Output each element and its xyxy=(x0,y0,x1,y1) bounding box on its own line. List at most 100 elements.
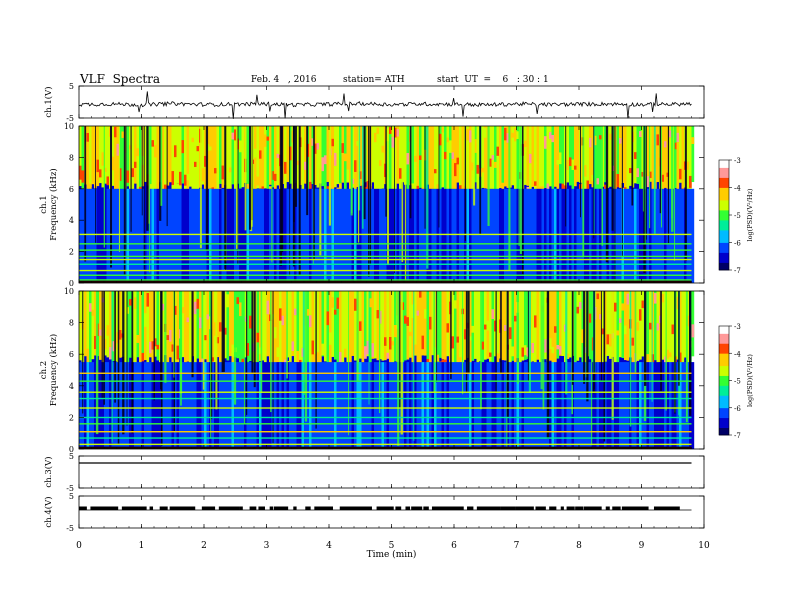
spectrogram-column-low xyxy=(264,362,267,449)
spectrogram-column-low xyxy=(349,188,352,283)
sferic-streak xyxy=(292,126,295,267)
sferic-streak xyxy=(146,126,149,231)
colorbar-tick-label: -7 xyxy=(734,432,741,440)
spectrogram-column-high xyxy=(391,291,395,367)
ch4-waveform-burst xyxy=(381,506,390,510)
x-tick-label: 10 xyxy=(698,541,710,551)
spectrogram-column-low xyxy=(514,362,517,449)
spectrogram-patch xyxy=(471,162,475,171)
spectrogram-column-high xyxy=(191,126,195,195)
spectrogram-patch xyxy=(81,170,85,183)
spectrogram-column-high xyxy=(131,126,135,192)
spectrogram-column-low xyxy=(99,362,102,449)
ch4-waveform-burst xyxy=(94,506,103,510)
spectrogram-column-low xyxy=(689,188,692,283)
spectrogram-column-high xyxy=(586,126,590,183)
colorbar-segment xyxy=(719,405,729,409)
sferic-streak xyxy=(210,291,212,439)
spectrogram-column-high xyxy=(536,291,540,360)
spectrogram-patch xyxy=(359,321,362,331)
spectrogram-column-high xyxy=(496,291,500,367)
spectrogram-column-low xyxy=(521,362,525,449)
spectrogram-column-low xyxy=(229,362,232,449)
spectrogram-patch xyxy=(86,348,90,363)
spectrogram-patch xyxy=(376,127,380,134)
sferic-streak xyxy=(369,126,372,266)
spectrogram-patch xyxy=(569,295,572,309)
sferic-streak xyxy=(659,126,662,214)
spectrogram-column-high xyxy=(136,291,140,358)
spectrogram-column-low xyxy=(434,188,437,283)
ch4-waveform-burst xyxy=(635,506,643,510)
sferic-streak xyxy=(404,126,407,281)
spectrogram-column-low xyxy=(241,188,245,283)
spectrogram-column-high xyxy=(686,126,690,192)
tonal-line xyxy=(79,269,692,272)
spectrogram-column-low xyxy=(256,188,260,283)
spectrogram-column-low xyxy=(686,188,690,283)
spectrogram-patch xyxy=(454,163,457,177)
spectrogram-patch xyxy=(104,167,107,172)
sferic-streak xyxy=(621,126,623,258)
spectrogram-column-low xyxy=(314,188,317,283)
spectrogram-patch xyxy=(224,327,227,335)
spectrogram-patch xyxy=(211,357,215,362)
spectrogram-patch xyxy=(444,151,447,160)
spectrogram-column-high xyxy=(264,126,267,189)
colorbar-tick-label: -4 xyxy=(734,350,741,358)
spectrogram-column-high xyxy=(89,126,92,187)
spectrogram-column-low xyxy=(471,188,475,283)
header-title: VLF Spectra xyxy=(80,72,161,86)
spectrogram-column-high xyxy=(626,126,630,196)
spectrogram-column-high xyxy=(456,291,460,363)
ch4-waveform-burst xyxy=(319,506,332,510)
spectrogram-patch xyxy=(619,318,622,323)
spectrogram-patch xyxy=(579,302,582,309)
spectrogram-column-high xyxy=(566,291,570,358)
spectrogram-patch xyxy=(341,330,345,339)
spectrogram-column-high xyxy=(139,291,142,369)
spectrogram-column-low xyxy=(331,188,335,283)
spectrogram-column-low xyxy=(564,188,567,283)
colorbar-segment xyxy=(719,262,729,266)
spectrogram-patch xyxy=(666,349,670,359)
spectrogram-column-low xyxy=(604,188,607,283)
spectrogram-patch xyxy=(539,357,542,367)
ch4-waveform-burst xyxy=(641,506,649,510)
spectrogram-column-low xyxy=(249,188,252,283)
spectrogram-column-low xyxy=(259,188,262,283)
spectrogram-column-high xyxy=(651,291,655,359)
spectrogram-column-high xyxy=(556,291,560,359)
spectrogram-patch xyxy=(389,336,392,350)
spectrogram-column-high xyxy=(99,126,102,184)
spectrogram-column-high xyxy=(569,126,572,186)
spectrogram-patch xyxy=(311,340,315,355)
spectrogram-column-high xyxy=(146,291,150,367)
spectrogram-patch xyxy=(121,131,125,138)
spectrogram-column-low xyxy=(584,188,587,283)
spectrogram-column-low xyxy=(149,362,152,449)
spectrogram-patch xyxy=(589,313,592,323)
spectrogram-column-high xyxy=(79,291,82,361)
spectrogram-patch xyxy=(351,317,355,326)
spectrogram-patch xyxy=(171,344,175,352)
ch4-waveform-burst xyxy=(314,506,321,510)
spectrogram-column-high xyxy=(261,291,265,361)
spectrogram-column-low xyxy=(409,188,412,283)
spectrogram-column-low xyxy=(646,362,650,449)
spectrogram-column-low xyxy=(551,362,555,449)
spectrogram-column-high xyxy=(614,291,617,363)
colorbar-segment xyxy=(719,392,729,396)
spectrogram-patch xyxy=(371,343,375,357)
sferic-streak xyxy=(600,291,602,381)
spectrogram-column-high xyxy=(681,126,685,195)
spectrogram-patch xyxy=(301,135,305,148)
spectrogram-column-high xyxy=(464,291,467,360)
sferic-streak xyxy=(304,291,308,422)
spectrogram-column-low xyxy=(491,188,495,283)
spectrogram-column-high xyxy=(281,291,285,366)
spectrogram-column-low xyxy=(119,362,122,449)
spectrogram-column-low xyxy=(681,188,685,283)
spectrogram-patch xyxy=(374,330,377,335)
